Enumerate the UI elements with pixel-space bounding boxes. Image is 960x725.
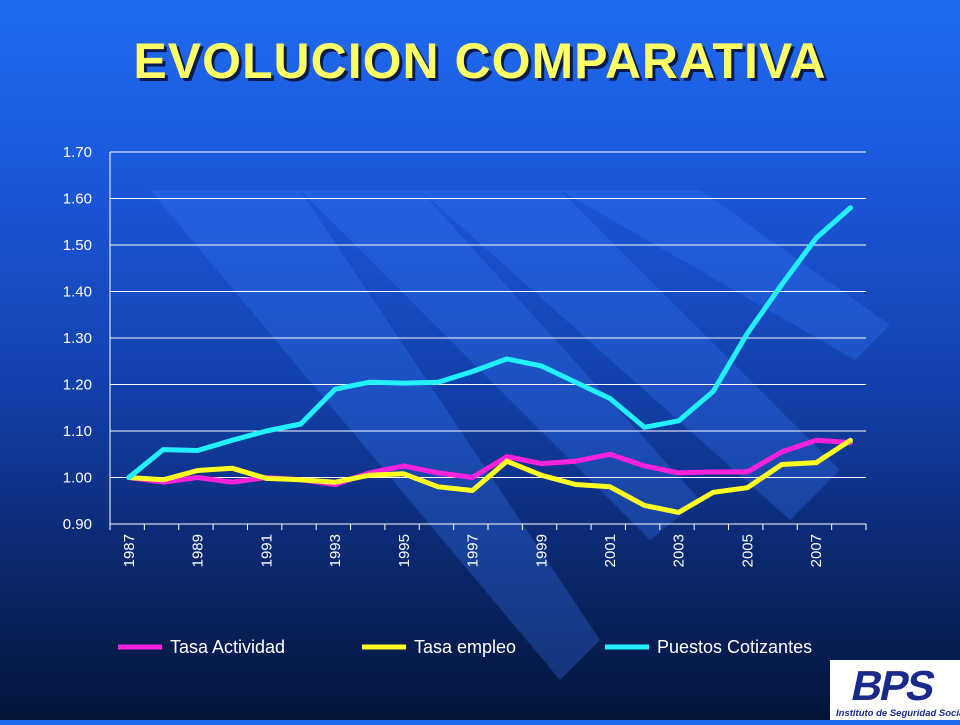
x-tick-label: 2001 — [602, 534, 619, 567]
bps-logo-icon: BPS Instituto de Seguridad Social — [836, 662, 960, 719]
x-tick-label: 1995 — [396, 534, 413, 567]
y-tick-label: 0.90 — [63, 516, 92, 533]
legend-label: Tasa Actividad — [170, 637, 285, 657]
chart-axes: 0.90 1.00 1.10 1.20 1.30 1.40 1.50 1.60 1.70 1987… — [63, 144, 867, 567]
bps-logo-caption: Instituto de Seguridad Social — [836, 708, 960, 719]
decor-band-2 — [300, 190, 700, 540]
series-line-tasa-actividad — [126, 437, 853, 487]
x-tick-label: 2005 — [739, 534, 756, 567]
x-tick-label: 1987 — [121, 534, 138, 567]
x-tick-label: 1993 — [327, 534, 344, 567]
bps-logo: BPS Instituto de Seguridad Social — [830, 660, 960, 720]
chart-legend: Tasa Actividad Tasa empleo Puestos Cotizan… — [118, 637, 812, 657]
y-tick-label: 1.20 — [63, 377, 92, 394]
y-tick-label: 1.10 — [63, 423, 92, 440]
chart-series — [126, 205, 853, 515]
x-tick-label: 1989 — [190, 534, 207, 567]
legend-label: Tasa empleo — [414, 637, 516, 657]
bps-logo-mark: BPS — [848, 662, 939, 708]
x-tick-label: 2003 — [671, 534, 688, 567]
background-decoration — [150, 190, 890, 680]
y-tick-label: 1.50 — [63, 237, 92, 254]
decor-band-3 — [420, 190, 840, 520]
y-tick-label: 1.30 — [63, 330, 92, 347]
decor-band-1 — [150, 190, 600, 680]
y-tick-label: 1.00 — [63, 470, 92, 487]
y-tick-label: 1.70 — [63, 144, 92, 161]
x-tick-label: 1999 — [533, 534, 550, 567]
decor-band-4 — [560, 190, 890, 360]
x-tick-label: 1997 — [465, 534, 482, 567]
y-tick-label: 1.40 — [63, 284, 92, 301]
page-title: EVOLUCION COMPARATIVA — [133, 33, 827, 89]
x-tick-label: 2007 — [808, 534, 825, 567]
series-line-puestos-cotizantes — [126, 205, 853, 480]
series-line-tasa-empleo — [126, 437, 853, 515]
x-tick-label: 1991 — [258, 534, 275, 567]
legend-label: Puestos Cotizantes — [657, 637, 812, 657]
y-tick-label: 1.60 — [63, 191, 92, 208]
